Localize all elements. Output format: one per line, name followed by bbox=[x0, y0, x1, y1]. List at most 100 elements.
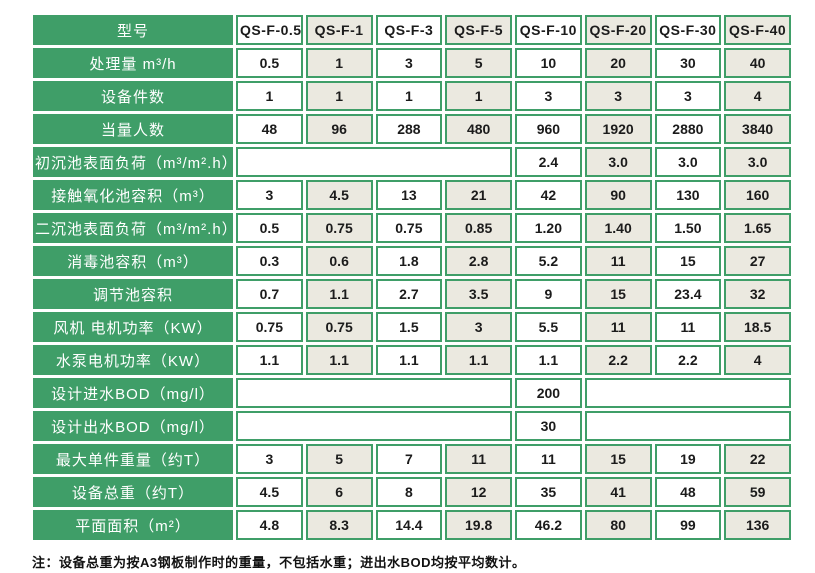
table-row: 消毒池容积（m³） 0.3 0.6 1.8 2.8 5.2 11 15 27 bbox=[33, 246, 791, 276]
value-cell: 4.5 bbox=[236, 477, 303, 507]
value-cell: 1.1 bbox=[375, 345, 443, 375]
value-cell: 5.2 bbox=[515, 246, 582, 276]
value-cell: 11 bbox=[515, 444, 582, 474]
value-cell: 0.75 bbox=[305, 213, 373, 243]
row-label: 风机 电机功率（KW） bbox=[33, 312, 233, 342]
value-cell: 3840 bbox=[724, 114, 791, 144]
value-cell: 3 bbox=[236, 180, 303, 210]
value-cell: 3.0 bbox=[584, 147, 652, 177]
value-cell: 1.1 bbox=[515, 345, 582, 375]
row-label: 水泵电机功率（KW） bbox=[33, 345, 233, 375]
value-cell: 1.50 bbox=[654, 213, 722, 243]
value-cell: 11 bbox=[654, 312, 722, 342]
value-cell: 3.0 bbox=[654, 147, 722, 177]
value-cell: 90 bbox=[584, 180, 652, 210]
value-cell: 42 bbox=[515, 180, 582, 210]
row-label: 接触氧化池容积（m³） bbox=[33, 180, 233, 210]
merged-empty-cell bbox=[584, 378, 791, 408]
value-cell: 160 bbox=[724, 180, 791, 210]
value-cell: 11 bbox=[584, 312, 652, 342]
value-cell: 5 bbox=[445, 48, 512, 78]
value-cell: 2.2 bbox=[654, 345, 722, 375]
value-cell: 13 bbox=[375, 180, 443, 210]
value-cell: 0.85 bbox=[445, 213, 512, 243]
value-cell: 8.3 bbox=[305, 510, 373, 540]
value-cell: 18.5 bbox=[724, 312, 791, 342]
value-cell: 130 bbox=[654, 180, 722, 210]
value-cell: 19.8 bbox=[445, 510, 512, 540]
value-cell: 19 bbox=[654, 444, 722, 474]
table-row: 平面面积（m²） 4.8 8.3 14.4 19.8 46.2 80 99 136 bbox=[33, 510, 791, 540]
value-cell: 2.7 bbox=[375, 279, 443, 309]
value-cell: 11 bbox=[584, 246, 652, 276]
value-cell: 1.1 bbox=[445, 345, 512, 375]
value-cell: 0.75 bbox=[375, 213, 443, 243]
value-cell: 1.20 bbox=[515, 213, 582, 243]
table-row: 调节池容积 0.7 1.1 2.7 3.5 9 15 23.4 32 bbox=[33, 279, 791, 309]
value-cell: 6 bbox=[305, 477, 373, 507]
value-cell: 4 bbox=[724, 345, 791, 375]
value-cell: 4.8 bbox=[236, 510, 303, 540]
value-cell: 12 bbox=[445, 477, 512, 507]
row-label: 初沉池表面负荷（m³/m².h） bbox=[33, 147, 233, 177]
table-row: 接触氧化池容积（m³） 3 4.5 13 21 42 90 130 160 bbox=[33, 180, 791, 210]
value-cell: 48 bbox=[236, 114, 303, 144]
value-cell: 5 bbox=[305, 444, 373, 474]
value-cell: 3 bbox=[445, 312, 512, 342]
value-cell: 1.8 bbox=[375, 246, 443, 276]
model-header: QS-F-30 bbox=[654, 15, 722, 45]
value-cell: 1.1 bbox=[305, 345, 373, 375]
value-cell: 0.75 bbox=[305, 312, 373, 342]
value-cell: 99 bbox=[654, 510, 722, 540]
value-cell: 1 bbox=[445, 81, 512, 111]
value-cell: 480 bbox=[445, 114, 512, 144]
value-cell: 3 bbox=[236, 444, 303, 474]
value-cell: 15 bbox=[584, 279, 652, 309]
merged-empty-cell bbox=[584, 411, 791, 441]
table-row: 设计出水BOD（mg/l） 30 bbox=[33, 411, 791, 441]
value-cell: 20 bbox=[584, 48, 652, 78]
row-label: 最大单件重量（约T） bbox=[33, 444, 233, 474]
value-cell: 80 bbox=[584, 510, 652, 540]
value-cell: 8 bbox=[375, 477, 443, 507]
table-row: 设备总重（约T） 4.5 6 8 12 35 41 48 59 bbox=[33, 477, 791, 507]
value-cell: 27 bbox=[724, 246, 791, 276]
header-label: 型号 bbox=[33, 15, 233, 45]
value-cell: 1 bbox=[305, 81, 373, 111]
value-cell: 2.4 bbox=[515, 147, 582, 177]
table-row: 处理量 m³/h 0.5 1 3 5 10 20 30 40 bbox=[33, 48, 791, 78]
merged-empty-cell bbox=[236, 378, 512, 408]
value-cell: 1.5 bbox=[375, 312, 443, 342]
value-cell: 46.2 bbox=[515, 510, 582, 540]
value-cell: 9 bbox=[515, 279, 582, 309]
value-cell: 1.65 bbox=[724, 213, 791, 243]
value-cell: 23.4 bbox=[654, 279, 722, 309]
value-cell: 96 bbox=[305, 114, 373, 144]
value-cell: 59 bbox=[724, 477, 791, 507]
merged-empty-cell bbox=[236, 147, 512, 177]
table-row: 风机 电机功率（KW） 0.75 0.75 1.5 3 5.5 11 11 18.5 bbox=[33, 312, 791, 342]
value-cell: 30 bbox=[515, 411, 582, 441]
value-cell: 41 bbox=[584, 477, 652, 507]
model-header: QS-F-1 bbox=[305, 15, 373, 45]
value-cell: 15 bbox=[654, 246, 722, 276]
row-label: 消毒池容积（m³） bbox=[33, 246, 233, 276]
value-cell: 40 bbox=[724, 48, 791, 78]
row-label: 调节池容积 bbox=[33, 279, 233, 309]
value-cell: 1920 bbox=[584, 114, 652, 144]
value-cell: 7 bbox=[375, 444, 443, 474]
table-row: 水泵电机功率（KW） 1.1 1.1 1.1 1.1 1.1 2.2 2.2 4 bbox=[33, 345, 791, 375]
value-cell: 1.1 bbox=[236, 345, 303, 375]
value-cell: 35 bbox=[515, 477, 582, 507]
merged-empty-cell bbox=[236, 411, 512, 441]
value-cell: 2880 bbox=[654, 114, 722, 144]
value-cell: 21 bbox=[445, 180, 512, 210]
value-cell: 0.7 bbox=[236, 279, 303, 309]
table-row: 设计进水BOD（mg/l） 200 bbox=[33, 378, 791, 408]
row-label: 平面面积（m²） bbox=[33, 510, 233, 540]
row-label: 处理量 m³/h bbox=[33, 48, 233, 78]
table-row: 初沉池表面负荷（m³/m².h） 2.4 3.0 3.0 3.0 bbox=[33, 147, 791, 177]
value-cell: 1.40 bbox=[584, 213, 652, 243]
value-cell: 0.6 bbox=[305, 246, 373, 276]
